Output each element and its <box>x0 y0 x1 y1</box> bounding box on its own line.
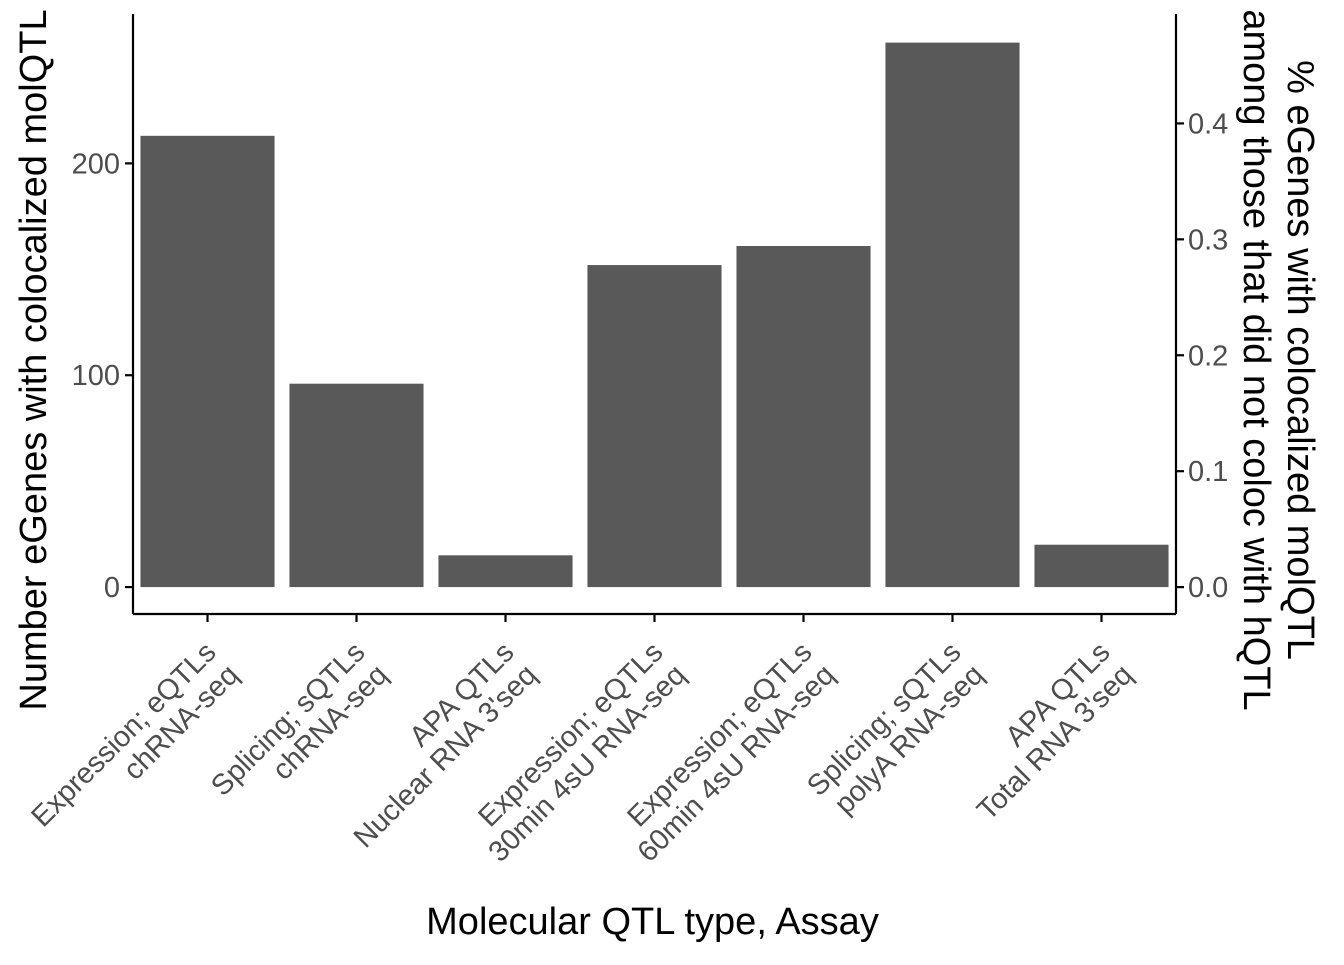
bar-6 <box>885 42 1020 588</box>
x-axis-title: Molecular QTL type, Assay <box>426 901 879 943</box>
right-y-axis-title-line-2: among those that did not coloc with hQTL <box>1235 9 1277 710</box>
bar-5 <box>736 245 871 588</box>
left-y-tick-label: 100 <box>72 360 120 392</box>
y-axis-title: Number eGenes with colocalized molQTL <box>13 9 55 710</box>
right-y-tick-label: 0.2 <box>1188 340 1228 372</box>
bar-3 <box>438 555 573 588</box>
left-y-tick-label: 200 <box>72 148 120 180</box>
right-y-tick-label: 0.3 <box>1188 224 1228 256</box>
bar-4 <box>587 265 722 588</box>
right-y-tick-label: 0.0 <box>1188 572 1228 604</box>
right-y-axis-title-line-1: % eGenes with colocalized molQTL <box>1279 60 1321 660</box>
right-y-tick-label: 0.1 <box>1188 456 1228 488</box>
right-y-tick-label: 0.4 <box>1188 108 1228 140</box>
bar-7 <box>1034 544 1169 588</box>
bar-1 <box>140 135 275 588</box>
left-y-tick-label: 0 <box>104 572 120 604</box>
bars-layer <box>140 42 1169 588</box>
bar-2 <box>289 383 424 588</box>
